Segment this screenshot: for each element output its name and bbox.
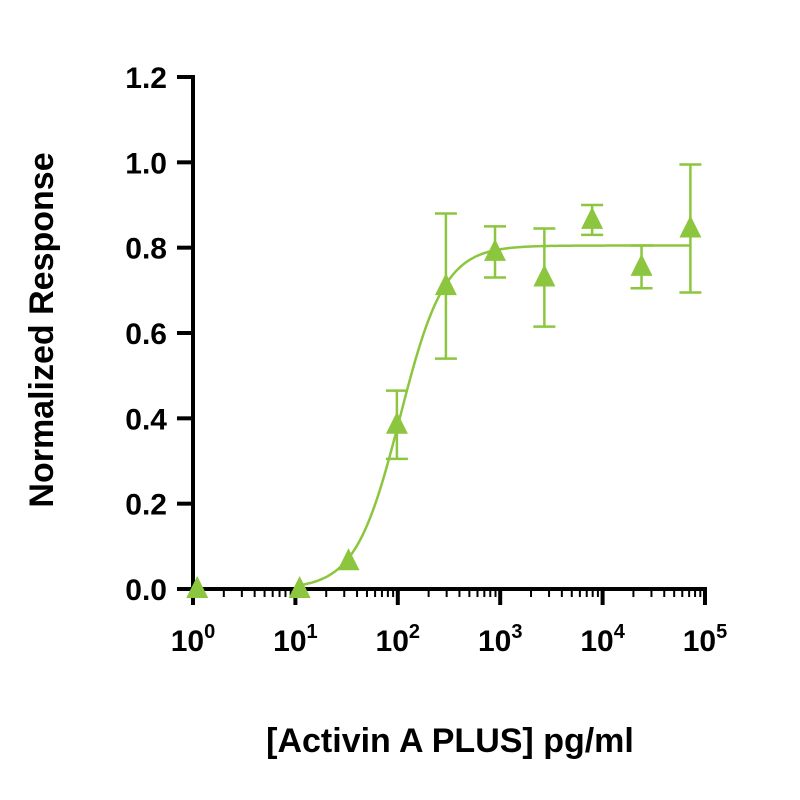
y-tick-label: 1.0 bbox=[125, 147, 167, 180]
x-tick-base: 10 bbox=[376, 625, 409, 658]
data-point-triangle bbox=[679, 215, 702, 238]
data-point-triangle bbox=[385, 411, 408, 434]
x-axis-title: [Activin A PLUS] pg/ml bbox=[266, 722, 634, 760]
y-ticks: 0.0 0.2 0.4 0.6 0.8 1.0 1.2 bbox=[125, 62, 193, 607]
data-point-triangle bbox=[484, 238, 507, 261]
data-point-triangle bbox=[288, 576, 311, 598]
y-axis-title: Normalized Response bbox=[23, 152, 61, 507]
x-tick-exponent: 5 bbox=[716, 621, 727, 643]
y-tick-label: 0.0 bbox=[125, 574, 167, 607]
x-tick-label: 103 bbox=[478, 621, 523, 658]
y-tick-label: 0.2 bbox=[125, 489, 167, 522]
x-tick-label: 104 bbox=[580, 621, 625, 658]
x-ticks: 100 101 102 103 104 105 bbox=[171, 589, 728, 658]
y-tick-label: 1.2 bbox=[125, 62, 167, 95]
y-tick-label: 0.4 bbox=[125, 403, 167, 436]
x-tick-label: 105 bbox=[683, 621, 728, 658]
axes: 0.00.20.40.60.81.01.2 100 101 102 103 104 105 bbox=[125, 62, 727, 658]
x-tick-base: 10 bbox=[478, 625, 511, 658]
x-tick-base: 10 bbox=[683, 625, 716, 658]
x-tick-label: 101 bbox=[273, 621, 318, 658]
x-tick-base: 10 bbox=[171, 625, 204, 658]
error-bars bbox=[385, 163, 702, 461]
data-markers bbox=[186, 206, 702, 598]
data-point-triangle bbox=[337, 548, 360, 571]
x-tick-base: 10 bbox=[273, 625, 306, 658]
x-tick-base: 10 bbox=[580, 625, 613, 658]
data-point-triangle bbox=[186, 576, 209, 598]
x-tick-exponent: 0 bbox=[204, 621, 215, 643]
x-tick-exponent: 1 bbox=[307, 621, 318, 643]
y-tick-label: 0.8 bbox=[125, 233, 167, 266]
x-tick-exponent: 2 bbox=[409, 621, 420, 643]
x-tick-exponent: 4 bbox=[614, 621, 626, 643]
data-point-triangle bbox=[581, 206, 604, 229]
y-tick-label: 0.6 bbox=[125, 318, 167, 351]
x-tick-exponent: 3 bbox=[511, 621, 522, 643]
data-point-triangle bbox=[434, 273, 457, 296]
x-tick-label: 100 bbox=[171, 621, 216, 658]
x-tick-label: 102 bbox=[376, 621, 421, 658]
fit-curve bbox=[299, 244, 691, 587]
data-point-triangle bbox=[630, 253, 653, 276]
data-point-triangle bbox=[533, 264, 556, 287]
